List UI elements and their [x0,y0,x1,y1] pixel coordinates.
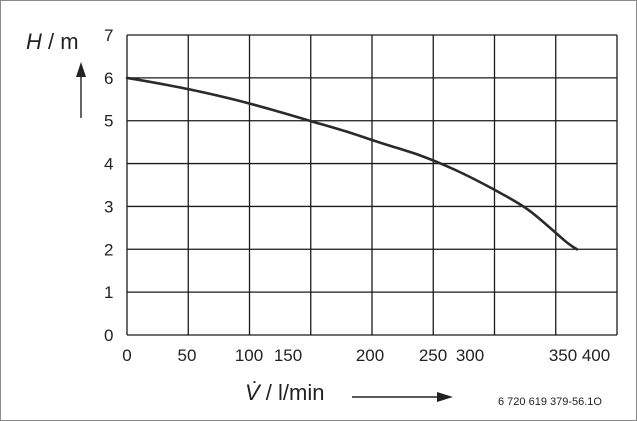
y-tick-labels: 0 1 2 3 4 5 6 7 [104,26,113,345]
y-tick-label: 3 [104,197,113,216]
y-tick-label: 2 [104,240,113,259]
series-curve [125,76,579,251]
y-axis-title: H / m [26,29,79,54]
y-tick-label: 4 [104,155,113,174]
x-tick-label: 0 [122,346,131,365]
y-tick-label: 5 [104,112,113,131]
y-tick-label: 0 [104,326,113,345]
x-tick-label: 400 [582,346,610,365]
y-tick-label: 1 [104,283,113,302]
x-tick-labels: 0 50 100 150 200 250 300 350 400 [122,346,610,365]
y-tick-label: 6 [104,69,113,88]
x-tick-label: 350 [549,346,577,365]
x-axis-title: V̇ / l/min [245,380,324,405]
x-tick-label: 200 [356,346,384,365]
y-axis-arrow [76,62,86,118]
figure-reference-code: 6 720 619 379-56.1O [498,396,602,408]
x-tick-label: 100 [235,346,263,365]
x-tick-label: 300 [456,346,484,365]
x-tick-label: 50 [178,346,197,365]
y-tick-label: 7 [104,26,113,45]
grid-lines [126,34,618,336]
x-axis-arrow [352,392,453,402]
x-tick-label: 150 [274,346,302,365]
x-tick-label: 250 [419,346,447,365]
